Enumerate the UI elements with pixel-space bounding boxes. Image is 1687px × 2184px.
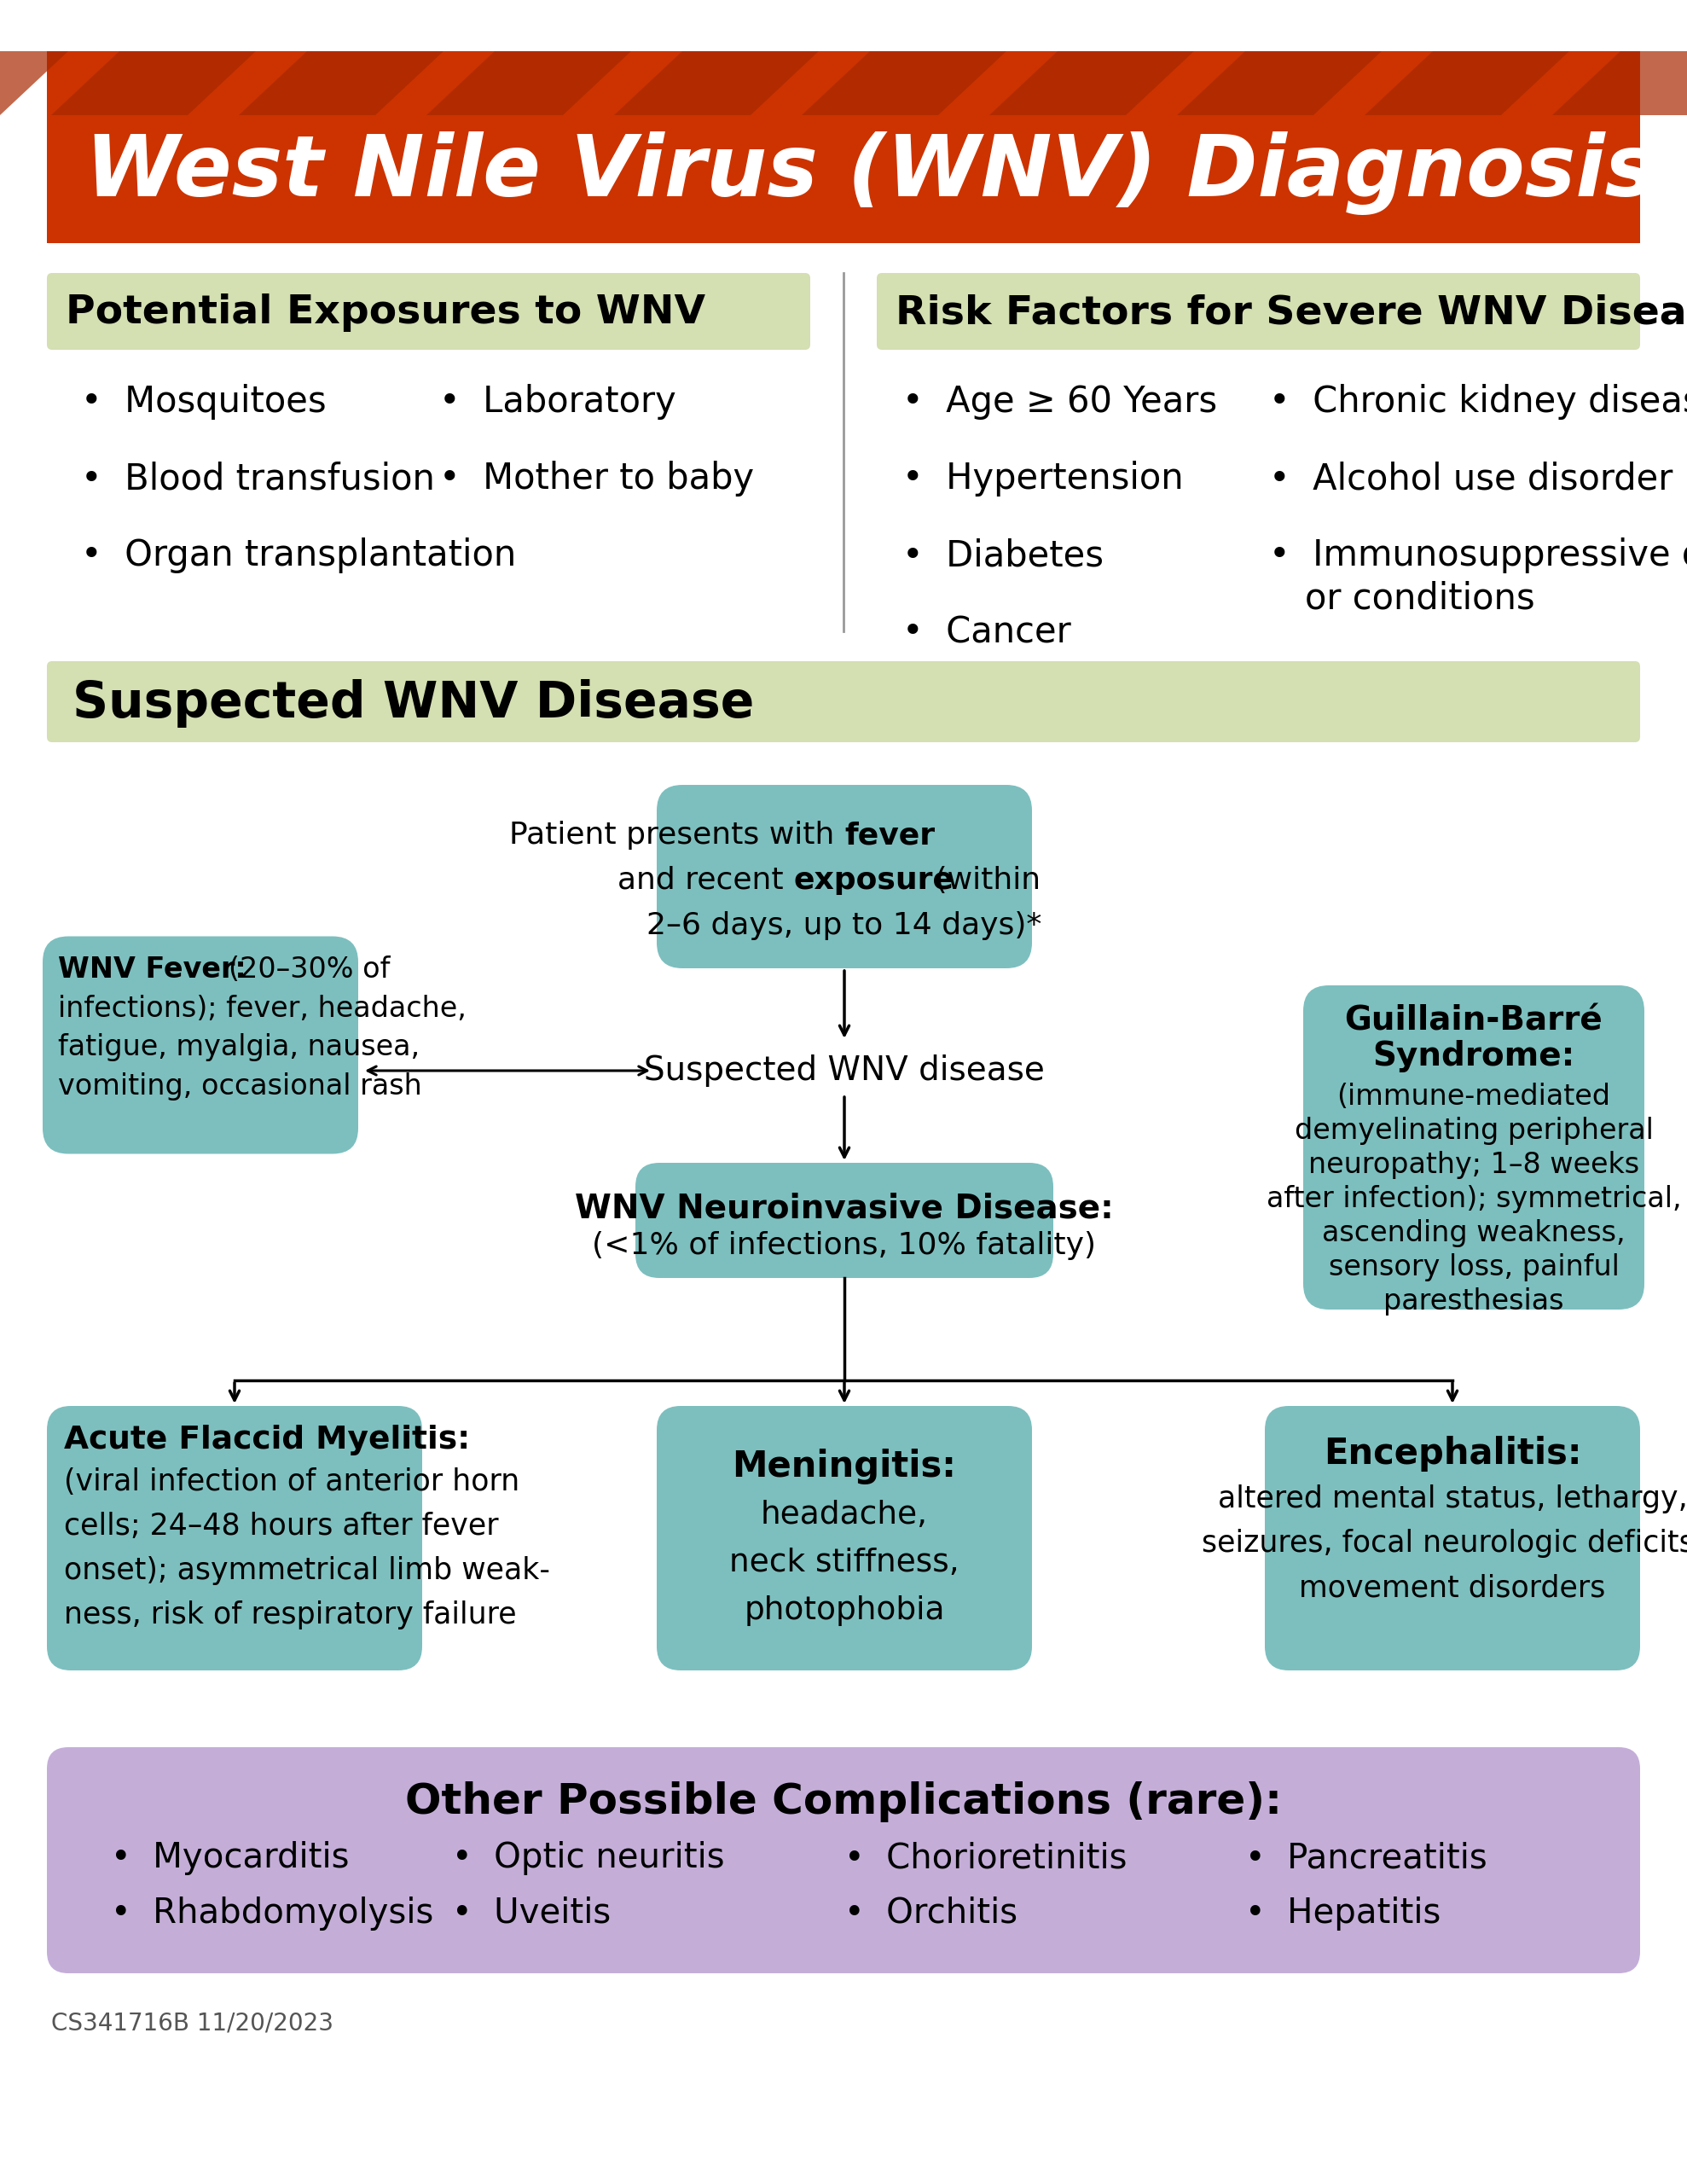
Polygon shape <box>801 50 1007 116</box>
Text: 2–6 days, up to 14 days)*: 2–6 days, up to 14 days)* <box>646 911 1043 939</box>
Text: paresthesias: paresthesias <box>1383 1286 1564 1315</box>
FancyBboxPatch shape <box>42 937 358 1153</box>
Text: headache,: headache, <box>761 1500 928 1531</box>
Text: demyelinating peripheral: demyelinating peripheral <box>1294 1116 1653 1144</box>
Polygon shape <box>989 50 1194 116</box>
Text: Potential Exposures to WNV: Potential Exposures to WNV <box>66 293 705 332</box>
Text: •  Myocarditis: • Myocarditis <box>111 1841 349 1876</box>
Text: WNV Fever:: WNV Fever: <box>57 954 256 983</box>
Text: •  Orchitis: • Orchitis <box>845 1896 1017 1931</box>
Text: Risk Factors for Severe WNV Disease: Risk Factors for Severe WNV Disease <box>896 293 1687 332</box>
Text: Guillain-Barré: Guillain-Barré <box>1345 1005 1603 1037</box>
Text: vomiting, occasional rash: vomiting, occasional rash <box>57 1072 422 1101</box>
Text: •  Pancreatitis: • Pancreatitis <box>1245 1841 1488 1876</box>
Text: •  Hepatitis: • Hepatitis <box>1245 1896 1441 1931</box>
FancyBboxPatch shape <box>636 1162 1053 1278</box>
Text: seizures, focal neurologic deficits,: seizures, focal neurologic deficits, <box>1201 1529 1687 1557</box>
Text: •  Alcohol use disorder: • Alcohol use disorder <box>1269 461 1674 496</box>
Text: •  Laboratory: • Laboratory <box>439 384 676 419</box>
Text: Syndrome:: Syndrome: <box>1373 1040 1576 1072</box>
Text: •  Optic neuritis: • Optic neuritis <box>452 1841 725 1876</box>
Text: Patient presents with: Patient presents with <box>509 821 845 850</box>
FancyBboxPatch shape <box>1265 1406 1640 1671</box>
Text: fatigue, myalgia, nausea,: fatigue, myalgia, nausea, <box>57 1033 420 1061</box>
Polygon shape <box>51 50 256 116</box>
Text: photophobia: photophobia <box>744 1594 945 1627</box>
Text: after infection); symmetrical,: after infection); symmetrical, <box>1267 1186 1682 1212</box>
Text: (within: (within <box>926 865 1041 895</box>
Text: onset); asymmetrical limb weak-: onset); asymmetrical limb weak- <box>64 1555 550 1586</box>
FancyBboxPatch shape <box>1302 985 1645 1310</box>
Text: fever: fever <box>845 821 935 850</box>
Text: Encephalitis:: Encephalitis: <box>1324 1435 1581 1472</box>
Text: movement disorders: movement disorders <box>1299 1572 1606 1603</box>
Polygon shape <box>614 50 818 116</box>
Polygon shape <box>1178 50 1382 116</box>
Polygon shape <box>0 50 67 116</box>
Text: WNV Neuroinvasive Disease:: WNV Neuroinvasive Disease: <box>575 1192 1113 1225</box>
Text: and recent: and recent <box>617 865 793 895</box>
Text: ascending weakness,: ascending weakness, <box>1323 1219 1626 1247</box>
Text: Suspected WNV disease: Suspected WNV disease <box>644 1055 1044 1088</box>
Text: altered mental status, lethargy,: altered mental status, lethargy, <box>1218 1485 1687 1514</box>
Text: (viral infection of anterior horn: (viral infection of anterior horn <box>64 1468 520 1496</box>
FancyBboxPatch shape <box>47 1747 1640 1974</box>
Polygon shape <box>1552 50 1687 116</box>
Text: (immune-mediated: (immune-mediated <box>1336 1083 1611 1112</box>
Text: •  Age ≥ 60 Years: • Age ≥ 60 Years <box>903 384 1216 419</box>
Text: •  Chorioretinitis: • Chorioretinitis <box>845 1841 1127 1876</box>
Text: neuropathy; 1–8 weeks: neuropathy; 1–8 weeks <box>1307 1151 1640 1179</box>
Text: Meningitis:: Meningitis: <box>732 1448 957 1485</box>
Text: •  Organ transplantation: • Organ transplantation <box>81 537 516 572</box>
Text: (<1% of infections, 10% fatality): (<1% of infections, 10% fatality) <box>592 1232 1097 1260</box>
Text: CS341716B 11/20/2023: CS341716B 11/20/2023 <box>51 2011 334 2035</box>
Text: Acute Flaccid Myelitis:: Acute Flaccid Myelitis: <box>64 1424 471 1455</box>
Text: exposure: exposure <box>793 865 953 895</box>
Text: •  Rhabdomyolysis: • Rhabdomyolysis <box>111 1896 434 1931</box>
Text: neck stiffness,: neck stiffness, <box>729 1548 960 1579</box>
Polygon shape <box>240 50 444 116</box>
FancyBboxPatch shape <box>656 784 1032 968</box>
FancyBboxPatch shape <box>877 273 1640 349</box>
FancyBboxPatch shape <box>47 273 810 349</box>
Bar <box>47 50 1640 242</box>
Text: West Nile Virus (WNV) Diagnosis: West Nile Virus (WNV) Diagnosis <box>86 131 1655 214</box>
Text: •  Diabetes: • Diabetes <box>903 537 1103 572</box>
Polygon shape <box>1365 50 1569 116</box>
Text: infections); fever, headache,: infections); fever, headache, <box>57 994 466 1022</box>
Text: or conditions: or conditions <box>1306 581 1535 616</box>
Text: •  Hypertension: • Hypertension <box>903 461 1184 496</box>
Text: •  Chronic kidney disease: • Chronic kidney disease <box>1269 384 1687 419</box>
FancyBboxPatch shape <box>47 1406 422 1671</box>
Text: •  Mother to baby: • Mother to baby <box>439 461 754 496</box>
Text: ness, risk of respiratory failure: ness, risk of respiratory failure <box>64 1601 516 1629</box>
Text: (20–30% of: (20–30% of <box>228 954 390 983</box>
Text: •  Uveitis: • Uveitis <box>452 1896 611 1931</box>
FancyBboxPatch shape <box>656 1406 1032 1671</box>
Text: sensory loss, painful: sensory loss, painful <box>1328 1254 1620 1282</box>
Polygon shape <box>427 50 631 116</box>
Text: cells; 24–48 hours after fever: cells; 24–48 hours after fever <box>64 1511 499 1540</box>
Text: Other Possible Complications (rare):: Other Possible Complications (rare): <box>405 1782 1282 1821</box>
Text: •  Immunosuppressive drugs: • Immunosuppressive drugs <box>1269 537 1687 572</box>
Text: Suspected WNV Disease: Suspected WNV Disease <box>73 679 754 727</box>
Text: •  Blood transfusion: • Blood transfusion <box>81 461 435 496</box>
Text: •  Mosquitoes: • Mosquitoes <box>81 384 326 419</box>
Text: •  Cancer: • Cancer <box>903 614 1071 651</box>
FancyBboxPatch shape <box>47 662 1640 743</box>
